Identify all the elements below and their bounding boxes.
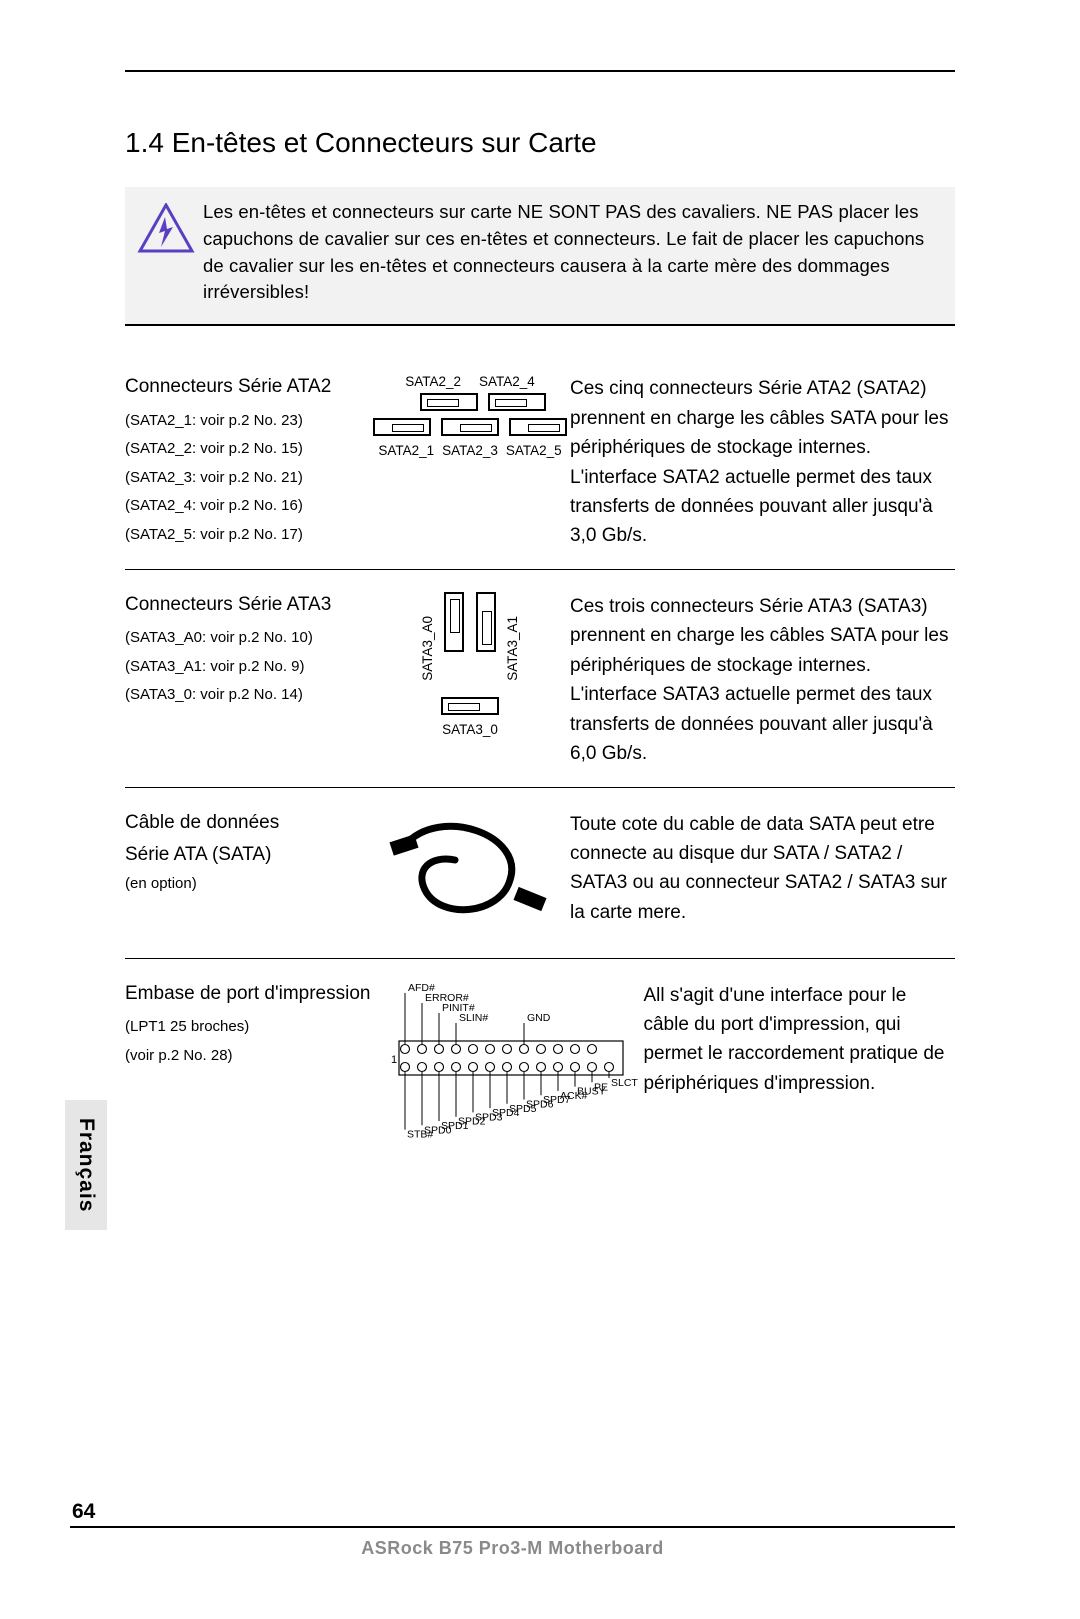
language-tab-label: Français [74,1118,98,1212]
sata3-ref: (SATA3_A1: voir p.2 No. 9) [125,653,362,682]
sata2-top-label: SATA2_2 [405,374,461,389]
lpt-ref: (LPT1 25 broches) [125,1013,370,1042]
sata2-bot-label: SATA2_5 [506,443,562,458]
lpt-desc: All s'agit d'une interface pour le câble… [643,981,955,1141]
page-number: 64 [66,1500,101,1524]
sata2-desc: Ces cinq connecteurs Série ATA2 (SATA2) … [570,374,955,551]
language-tab: Français [65,1100,107,1230]
cable-desc: Toute cote du cable de data SATA peut et… [570,810,955,940]
sata3-diagram: SATA3_A0 SATA3_A1 SATA3_0 [370,592,570,769]
sata-connector-icon [509,418,567,436]
cable-opt: (en option) [125,875,362,892]
row-cable: Câble de données Série ATA (SATA) (en op… [125,810,955,959]
sata2-bot-label: SATA2_3 [442,443,498,458]
sata2-ref: (SATA2_1: voir p.2 No. 23) [125,407,362,436]
sata-connector-icon [488,393,546,411]
sata3-ref: (SATA3_A0: voir p.2 No. 10) [125,624,362,653]
footer-text: ASRock B75 Pro3-M Motherboard [70,1538,955,1559]
sata2-ref: (SATA2_3: voir p.2 No. 21) [125,464,362,493]
top-rule [125,70,955,72]
cable-diagram [370,810,570,940]
sata2-title: Connecteurs Série ATA2 [125,374,362,401]
svg-text:GND: GND [527,1012,551,1024]
sata-connector-icon [441,418,499,436]
sata3-ref: (SATA3_0: voir p.2 No. 14) [125,681,362,710]
row-sata3: Connecteurs Série ATA3 (SATA3_A0: voir p… [125,592,955,788]
sata3-vlabel: SATA3_A0 [420,616,435,681]
section-heading: 1.4 En-têtes et Connecteurs sur Carte [125,127,955,159]
svg-text:1: 1 [391,1054,397,1066]
warning-text: Les en-têtes et connecteurs sur carte NE… [203,199,941,306]
sata3-bot-label: SATA3_0 [380,722,560,737]
sata-connector-icon [444,592,464,652]
sata2-ref: (SATA2_5: voir p.2 No. 17) [125,521,362,550]
lpt-title: Embase de port d'impression [125,981,370,1008]
sata-connector-icon [420,393,478,411]
row-sata2: Connecteurs Série ATA2 (SATA2_1: voir p.… [125,374,955,570]
sata-connector-icon [373,418,431,436]
row-lpt: Embase de port d'impression (LPT1 25 bro… [125,981,955,1159]
sata3-title: Connecteurs Série ATA3 [125,592,362,619]
sata2-ref: (SATA2_2: voir p.2 No. 15) [125,435,362,464]
warning-icon [129,199,203,255]
sata-connector-icon [441,697,499,715]
cable-title1: Câble de données [125,810,362,837]
svg-text:SLIN#: SLIN# [459,1012,488,1024]
sata2-bot-label: SATA2_1 [378,443,434,458]
sata3-desc: Ces trois connecteurs Série ATA3 (SATA3)… [570,592,955,769]
sata3-vlabel: SATA3_A1 [505,616,520,681]
warning-box: Les en-têtes et connecteurs sur carte NE… [125,187,955,326]
sata2-ref: (SATA2_4: voir p.2 No. 16) [125,492,362,521]
lpt-diagram: AFD#ERROR#PINIT#SLIN#GND STB#SPD0SPD1SPD… [378,981,643,1141]
sata2-top-label: SATA2_4 [479,374,535,389]
svg-text:PE: PE [594,1081,608,1093]
page-footer: 64 ASRock B75 Pro3-M Motherboard [70,1526,955,1559]
lpt-ref: (voir p.2 No. 28) [125,1042,370,1071]
sata-connector-icon [476,592,496,652]
cable-title2: Série ATA (SATA) [125,842,362,869]
svg-text:SLCT: SLCT [611,1077,638,1089]
sata2-diagram: SATA2_2 SATA2_4 SATA2_1 SATA2_3 SATA2_5 [370,374,570,551]
